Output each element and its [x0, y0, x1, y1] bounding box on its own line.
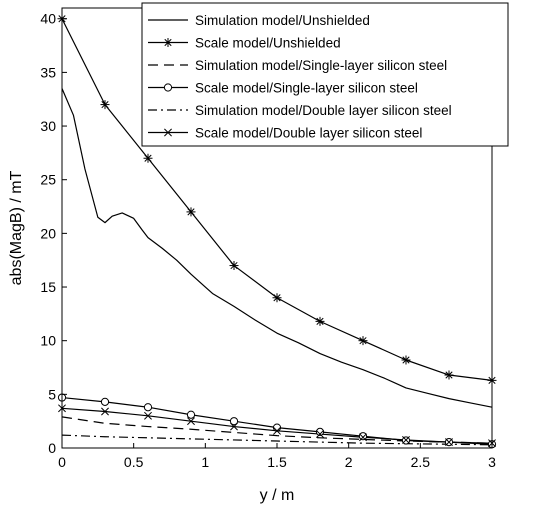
legend-entries: Simulation model/Unshielded Scale model/U… [148, 13, 452, 141]
x-axis-label: y / m [260, 487, 295, 504]
series-4-point-8 [358, 432, 368, 441]
x-tick-label: 3 [488, 454, 496, 470]
series-4-point-3 [143, 403, 153, 412]
legend-label: Scale model/Single-layer silicon steel [195, 81, 418, 96]
y-tick-label: 15 [40, 279, 56, 295]
series-4-point-4 [186, 410, 196, 419]
series-2-point-5 [229, 261, 239, 271]
legend-label: Simulation model/Single-layer silicon st… [195, 58, 447, 73]
series-line-5 [61, 434, 493, 446]
y-tick-label: 30 [40, 118, 56, 134]
legend-entry: Simulation model/Unshielded [148, 13, 370, 28]
x-tick-label: 2 [345, 454, 353, 470]
x-tick-label: 1.5 [267, 454, 287, 470]
x-tick-label: 0 [58, 454, 66, 470]
y-axis-label: abs(MagB) / mT [8, 170, 25, 285]
x-tick-label: 2.5 [411, 454, 431, 470]
series-6-point-3 [144, 411, 152, 420]
legend-label: Simulation model/Double layer silicon st… [195, 103, 452, 118]
series-2-point-8 [358, 336, 368, 346]
series-6-point-9 [402, 435, 410, 444]
legend-entry: Scale model/Unshielded [148, 36, 341, 51]
series-6-point-7 [316, 430, 324, 439]
legend-entry: Simulation model/Double layer silicon st… [148, 103, 452, 118]
x-tick-label: 1 [201, 454, 209, 470]
y-axis-ticks: 0 5 10 15 20 25 30 35 40 [40, 11, 67, 456]
legend-marker [163, 38, 173, 47]
series-6-point-4 [187, 417, 195, 426]
series-2-point-9 [401, 355, 411, 365]
series-2-point-10 [444, 370, 454, 380]
series-line-1 [61, 88, 493, 408]
legend-box [141, 2, 509, 147]
legend-marker [164, 128, 172, 137]
series-6-point-5 [230, 422, 238, 431]
y-tick-label: 10 [40, 333, 56, 349]
series-4-point-7 [315, 427, 325, 437]
legend-label: Simulation model/Unshielded [195, 13, 370, 28]
series-2-point-6 [272, 293, 282, 303]
y-tick-label: 25 [40, 172, 56, 188]
series-4-point-2 [100, 397, 110, 406]
legend: Simulation model/Unshielded Scale model/U… [141, 2, 509, 147]
y-tick-label: 0 [48, 440, 56, 456]
x-tick-label: 0.5 [124, 454, 144, 470]
y-tick-label: 35 [40, 64, 56, 80]
x-axis-ticks: 0 0.5 1 1.5 2 2.5 3 [58, 443, 496, 470]
series-6-point-6 [273, 426, 281, 435]
series-2-point-2 [100, 100, 110, 110]
legend-entry: Scale model/Double layer silicon steel [148, 126, 422, 141]
series-4-point-5 [229, 417, 239, 426]
y-tick-label: 20 [40, 225, 56, 241]
series-2-point-3 [143, 153, 153, 163]
series-6-point-8 [359, 433, 367, 442]
legend-marker [163, 83, 173, 92]
legend-entry: Scale model/Single-layer silicon steel [148, 81, 418, 96]
series-2-point-7 [315, 316, 325, 326]
y-tick-label: 5 [48, 386, 56, 402]
series-6-point-2 [101, 407, 109, 416]
legend-label: Scale model/Double layer silicon steel [195, 126, 422, 141]
legend-label: Scale model/Unshielded [195, 36, 341, 51]
series-2-point-4 [186, 207, 196, 217]
legend-entry: Simulation model/Single-layer silicon st… [148, 58, 447, 73]
series-6-point-10 [445, 438, 453, 447]
y-tick-label: 40 [40, 11, 56, 27]
